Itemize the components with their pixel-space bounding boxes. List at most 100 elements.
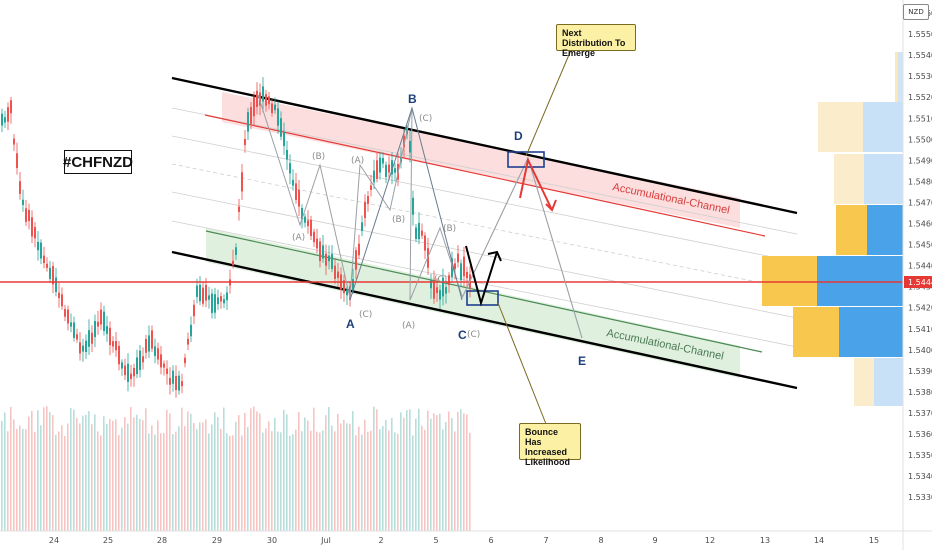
volume-bar [133,417,135,531]
y-tick-label: 1.5510 [908,114,932,123]
candle [304,216,306,223]
candle [439,289,441,300]
time-axis[interactable]: 24 25 28 29 30 Jul 2 5 6 7 8 9 12 13 14 15 [49,536,879,545]
volume-bar [460,409,462,531]
volume-bar [286,414,288,531]
wave-label-d: D [514,129,523,143]
volume-bar [337,413,339,531]
candle [364,201,366,219]
candle [460,263,462,281]
volume-bar [406,410,408,531]
candle [31,217,33,237]
candle [292,180,294,186]
x-tick-label: 5 [433,536,438,545]
volume-bar [157,420,159,531]
volume-bar [277,431,279,531]
volume-bar [31,410,33,531]
candle [13,138,15,145]
volume-bar [325,415,327,531]
volume-bar [127,423,129,531]
callout-bounce-likelihood: Bounce Has Increased Likelihood [519,423,581,467]
y-tick-label: 1.5540 [908,51,932,60]
candle [322,245,324,259]
candle [112,341,114,347]
volume-bar [271,431,273,531]
candle [241,172,243,192]
candle [217,297,219,305]
candle [271,103,273,114]
candle [328,255,330,262]
resistance-zone [222,92,740,228]
candle [373,170,375,183]
channel-top-line[interactable] [171,76,798,215]
volume-bar [376,409,378,531]
candle [295,183,297,200]
candle [343,280,345,294]
sub-wave-label: (A) [402,321,415,331]
candle [151,330,153,349]
volume-bar [7,431,9,531]
candle [424,235,426,251]
candle [19,181,21,194]
y-tick-label: 1.5370 [908,409,932,418]
candle [184,357,186,364]
candle [82,345,84,352]
volume-bar [334,431,336,531]
volume-bar [55,434,57,531]
y-tick-label: 1.5490 [908,156,932,165]
volume-bar [175,431,177,531]
volume-bar [37,410,39,531]
candle [28,209,30,222]
candle [298,189,300,207]
volume-bar [451,418,453,531]
y-tick-label: 1.5410 [908,325,932,334]
volume-bar [112,420,114,531]
volume-bar [466,414,468,531]
volume-bar [160,433,162,531]
candle [40,242,42,259]
candle [250,107,252,124]
volume-bar [262,432,264,531]
wave-label-b: B [408,92,417,106]
volume-bar [61,425,63,531]
candle [148,335,150,352]
volume-bar [241,435,243,531]
volume-bar [283,409,285,531]
price-axis[interactable]: 1.55601.55501.55401.55301.55201.55101.55… [908,9,932,502]
bounce-box[interactable] [466,290,499,306]
candle [415,227,417,239]
upper-red-channel-line[interactable] [204,114,766,237]
candle [268,96,270,105]
candle [52,266,54,285]
candle [220,296,222,302]
volume-bar [169,413,171,531]
candle [7,107,9,122]
candle [121,362,123,369]
x-tick-label: 25 [103,536,113,545]
volume-bar [247,427,249,531]
volume-bar [352,411,354,531]
candle [265,94,267,106]
currency-badge[interactable]: NZD [903,4,929,20]
candle [313,231,315,243]
candle [205,284,207,301]
volume-bar [88,411,90,531]
volume-bar [178,426,180,531]
channel-bottom-line[interactable] [171,250,798,390]
volume-bar [121,427,123,531]
candle [64,309,66,317]
volume-bar [103,416,105,531]
volume-bar [280,432,282,531]
volume-bar [130,407,132,531]
candle [85,340,87,353]
x-tick-label: 24 [49,536,59,545]
volume-bar [214,412,216,531]
sub-wave-label: (C) [434,275,447,285]
volume-bar [226,433,228,531]
candle [199,284,201,302]
candle [91,332,93,344]
volume-bar [355,435,357,531]
volume-bar [64,435,66,531]
current-price-tag-text: 1.5444 [908,278,932,287]
